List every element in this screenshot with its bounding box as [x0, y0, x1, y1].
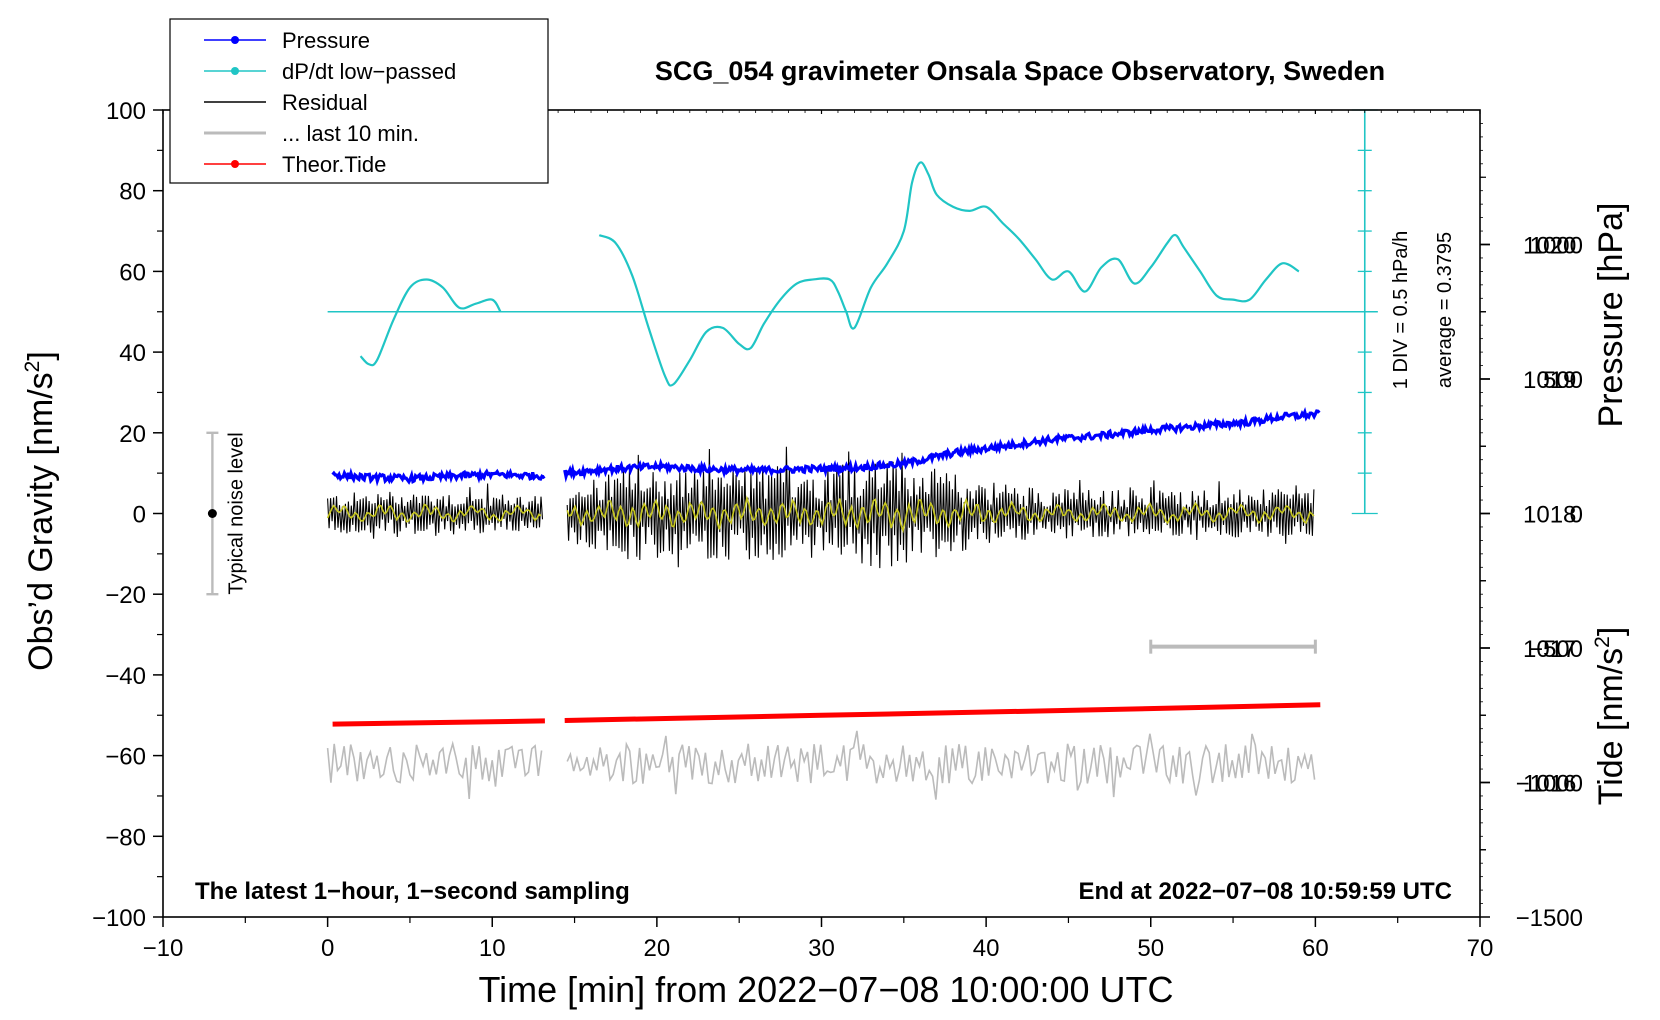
- y-tick-label: −100: [92, 905, 146, 932]
- y-axis-label-tide: Tide [nm/s2]: [1591, 627, 1630, 806]
- last10-series-line: [566, 730, 1316, 800]
- dpdt-series-line: [359, 278, 502, 367]
- tide-tick-label: −1000: [1516, 771, 1583, 798]
- y-axis-label-left-sup: 2: [21, 361, 44, 373]
- last10-layer: [326, 639, 1317, 800]
- pressure-tick-label: 1017: [1523, 636, 1576, 663]
- footer-left-label: The latest 1−hour, 1−second sampling: [195, 878, 630, 905]
- residual-series-line: [566, 446, 1315, 569]
- pressure-layer: [331, 407, 1321, 487]
- x-tick-label: 20: [644, 935, 671, 962]
- y-axis-label-pressure: Pressure [hPa]: [1592, 203, 1630, 428]
- y-axis-label-left: Obs’d Gravity [nm/s2]: [21, 351, 60, 671]
- dpdt-series-line: [598, 161, 1300, 387]
- legend-label: Pressure: [282, 28, 370, 53]
- y-tick-label: −40: [105, 663, 146, 690]
- x-tick-label: 0: [321, 935, 334, 962]
- tide-tick-label: −1500: [1516, 905, 1583, 932]
- x-tick-label: 40: [973, 935, 1000, 962]
- y-tick-label: 80: [119, 179, 146, 206]
- x-tick-label: 60: [1302, 935, 1329, 962]
- pressure-tick-label: 1020: [1523, 233, 1576, 260]
- legend-marker: [231, 67, 239, 75]
- noise-center-dot: [207, 509, 217, 518]
- x-tick-label: 30: [808, 935, 835, 962]
- legend-label: Residual: [282, 90, 368, 115]
- noise-level-marker: Typical noise level: [206, 431, 247, 596]
- x-tick-label: 10: [479, 935, 506, 962]
- legend-marker: [231, 160, 239, 168]
- chart-title: SCG_054 gravimeter Onsala Space Observat…: [655, 56, 1385, 86]
- pressure-series-line: [331, 467, 546, 487]
- y-tick-label: 100: [106, 98, 146, 125]
- dpdt-average-label: average = 0.3795: [1434, 232, 1456, 388]
- residual-series-line: [327, 483, 544, 539]
- pressure-series-line: [563, 407, 1321, 483]
- tide-series-line: [564, 702, 1321, 723]
- tide-tick-label: 500: [1543, 367, 1583, 394]
- legend: Pressure dP/dt low−passed Residual ... last…: [169, 18, 549, 184]
- pressure-tick-label: 1018: [1523, 502, 1576, 529]
- axis-ticks: −10 0 10 20 30 40 50 60 70100806040200−20−40−60−…: [92, 98, 1583, 962]
- legend-box: [169, 18, 549, 184]
- tide-tick-label: 1000: [1530, 233, 1583, 260]
- tide-tick-label: −500: [1529, 636, 1583, 663]
- pressure-tick-label: 1016: [1523, 771, 1576, 798]
- y-tick-label: 20: [119, 421, 146, 448]
- noise-level-label: Typical noise level: [225, 432, 247, 594]
- residual-layer: [326, 446, 1315, 569]
- y-tick-label: 40: [119, 340, 146, 367]
- legend-label: Theor.Tide: [282, 152, 386, 177]
- tide-layer: [332, 702, 1321, 727]
- tide-series-line: [332, 718, 545, 727]
- residual-smoothed-line: [326, 503, 542, 523]
- y-tick-label: 0: [133, 502, 146, 529]
- y-tick-label: 60: [119, 259, 146, 286]
- x-axis-label: Time [min] from 2022−07−08 10:00:00 UTC: [478, 969, 1173, 1010]
- tide-tick-label: 0: [1570, 502, 1583, 529]
- last10-series-line: [326, 740, 543, 799]
- y-axis-label-left-main: Obs’d Gravity [nm/s: [22, 372, 60, 671]
- x-tick-label: −10: [143, 935, 184, 962]
- y-tick-label: −80: [105, 824, 146, 851]
- y-axis-label-tide-sup: 2: [1591, 636, 1614, 648]
- legend-marker: [231, 36, 239, 44]
- y-axis-label-tide-end: ]: [1592, 627, 1630, 636]
- y-tick-label: −60: [105, 744, 146, 771]
- y-tick-label: −20: [105, 582, 146, 609]
- legend-label: dP/dt low−passed: [282, 59, 456, 84]
- legend-entries: Pressure dP/dt low−passed Residual ... last…: [204, 28, 456, 177]
- pressure-tick-label: 1019: [1523, 367, 1576, 394]
- footer-right-label: End at 2022−07−08 10:59:59 UTC: [1078, 878, 1452, 905]
- y-axis-label-left-end: ]: [22, 351, 60, 360]
- x-tick-label: 50: [1137, 935, 1164, 962]
- residual-smoothed-line: [566, 495, 1315, 534]
- dpdt-scale-label: 1 DIV = 0.5 hPa/h: [1390, 231, 1412, 389]
- legend-label: ... last 10 min.: [282, 121, 419, 146]
- x-tick-label: 70: [1467, 935, 1494, 962]
- y-axis-label-tide-main: Tide [nm/s: [1592, 648, 1630, 805]
